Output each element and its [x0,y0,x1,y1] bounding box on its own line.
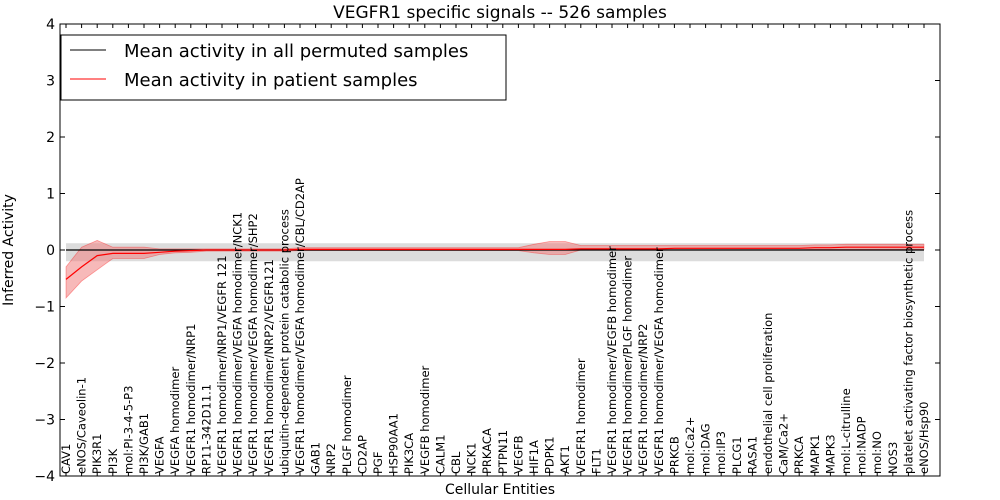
category-label: VEGFR1 homodimer [574,358,588,474]
category-label: mol:NADP [855,416,869,474]
category-label: PRKCB [667,436,681,474]
category-label: eNOS/Hsp90 [917,402,931,474]
category-label: VEGFR1 homodimer/VEGFA homodimer [652,247,666,474]
category-label: eNOS/Caveolin-1 [75,377,89,474]
category-label: NCK1 [465,443,479,475]
category-label: VEGFR1 homodimer/VEGFA homodimer/CBL/CD2… [293,178,307,474]
legend: Mean activity in all permuted samples Me… [60,34,507,101]
category-label: PRKCA [792,436,806,474]
category-label: CBL [449,451,463,474]
category-label: RP11-342D11.1 [199,384,213,474]
category-label: PRKACA [480,428,494,474]
category-label: VEGFR1 homodimer/NRP2 [636,324,650,474]
y-tick-label: 0 [46,243,55,259]
category-label: PTPN11 [496,430,510,474]
category-label: VEGFR1 homodimer/NRP1 [184,324,198,474]
category-label: platelet activating factor biosynthetic … [901,210,915,474]
category-label: ubiquitin-dependent protein catabolic pr… [277,209,291,474]
category-label: PIK3R1 [90,434,104,475]
category-label: RASA1 [745,436,759,474]
x-axis: CAV1 eNOS/Caveolin-1 PIK3R1 PI3K mol:PI-3-4-… [59,24,931,476]
category-label: VEGFR1 homodimer/PLGF homodimer [621,256,635,474]
category-label: PLCG1 [730,436,744,474]
category-label: NOS3 [886,442,900,474]
y-tick-label: −1 [34,300,55,316]
category-label: VEGFA homodimer [168,367,182,474]
category-label: GAB1 [309,442,323,474]
y-axis-title: Inferred Activity [1,194,17,306]
category-label: CALM1 [433,434,447,474]
category-label: VEGFR1 homodimer/VEGFA homodimer/SHP2 [246,213,260,474]
category-label: VEGFB homodimer [418,365,432,474]
x-axis-title: Cellular Entities [445,482,555,498]
y-tick-label: −4 [34,469,55,485]
category-label: VEGFA [153,436,167,474]
category-label: HIF1A [527,440,541,474]
line-patient [65,246,924,280]
category-label: PLGF homodimer [340,375,354,474]
category-label: NRP2 [324,443,338,474]
category-label: PI3K [106,448,120,474]
category-label: mol:NO [870,431,884,474]
chart-title: VEGFR1 specific signals -- 526 samples [333,3,667,23]
category-label: PIK3CA [402,433,416,474]
category-label: VEGFB [511,435,525,474]
y-tick-label: 4 [46,17,55,33]
category-label: CaM/Ca2+ [777,413,791,474]
category-label: CD2AP [355,435,369,474]
category-label: VEGFR1 homodimer/VEGFB homodimer [605,246,619,474]
category-label: mol:IP3 [714,431,728,474]
y-tick-label: −2 [34,356,55,372]
category-label: VEGFR1 homodimer/NRP2/VEGFR121 [262,259,276,474]
legend-label-patient: Mean activity in patient samples [124,70,418,91]
y-tick-label: −3 [34,413,55,429]
category-label: MAPK3 [823,434,837,474]
legend-box [60,34,507,101]
category-label: AKT1 [558,445,572,474]
category-label: PGF [371,452,385,474]
category-label: CAV1 [59,444,73,474]
category-label: mol:L-citrulline [839,388,853,474]
y-tick-label: 3 [46,74,55,90]
category-label: HSP90AA1 [387,413,401,474]
category-label: endothelial cell proliferation [761,313,775,474]
category-label: VEGFR1 homodimer/VEGFA homodimer/NCK1 [231,212,245,474]
category-label: mol:PI-3-4-5-P3 [121,386,135,474]
category-label: FLT1 [589,448,603,474]
category-label: PI3K/GAB1 [137,413,151,474]
category-label: MAPK1 [808,434,822,474]
y-tick-label: 2 [46,130,55,146]
category-label: mol:Ca2+ [683,417,697,474]
legend-label-permuted: Mean activity in all permuted samples [124,41,468,62]
y-tick-label: 1 [46,187,55,203]
category-label: PDPK1 [543,436,557,474]
plot-area [65,239,925,300]
category-label: VEGFR1 homodimer/NRP1/VEGFR 121 [215,255,229,474]
category-label: mol:DAG [699,423,713,474]
y-axis: −4 −3 −2 −1 0 1 2 3 4 [34,17,940,485]
